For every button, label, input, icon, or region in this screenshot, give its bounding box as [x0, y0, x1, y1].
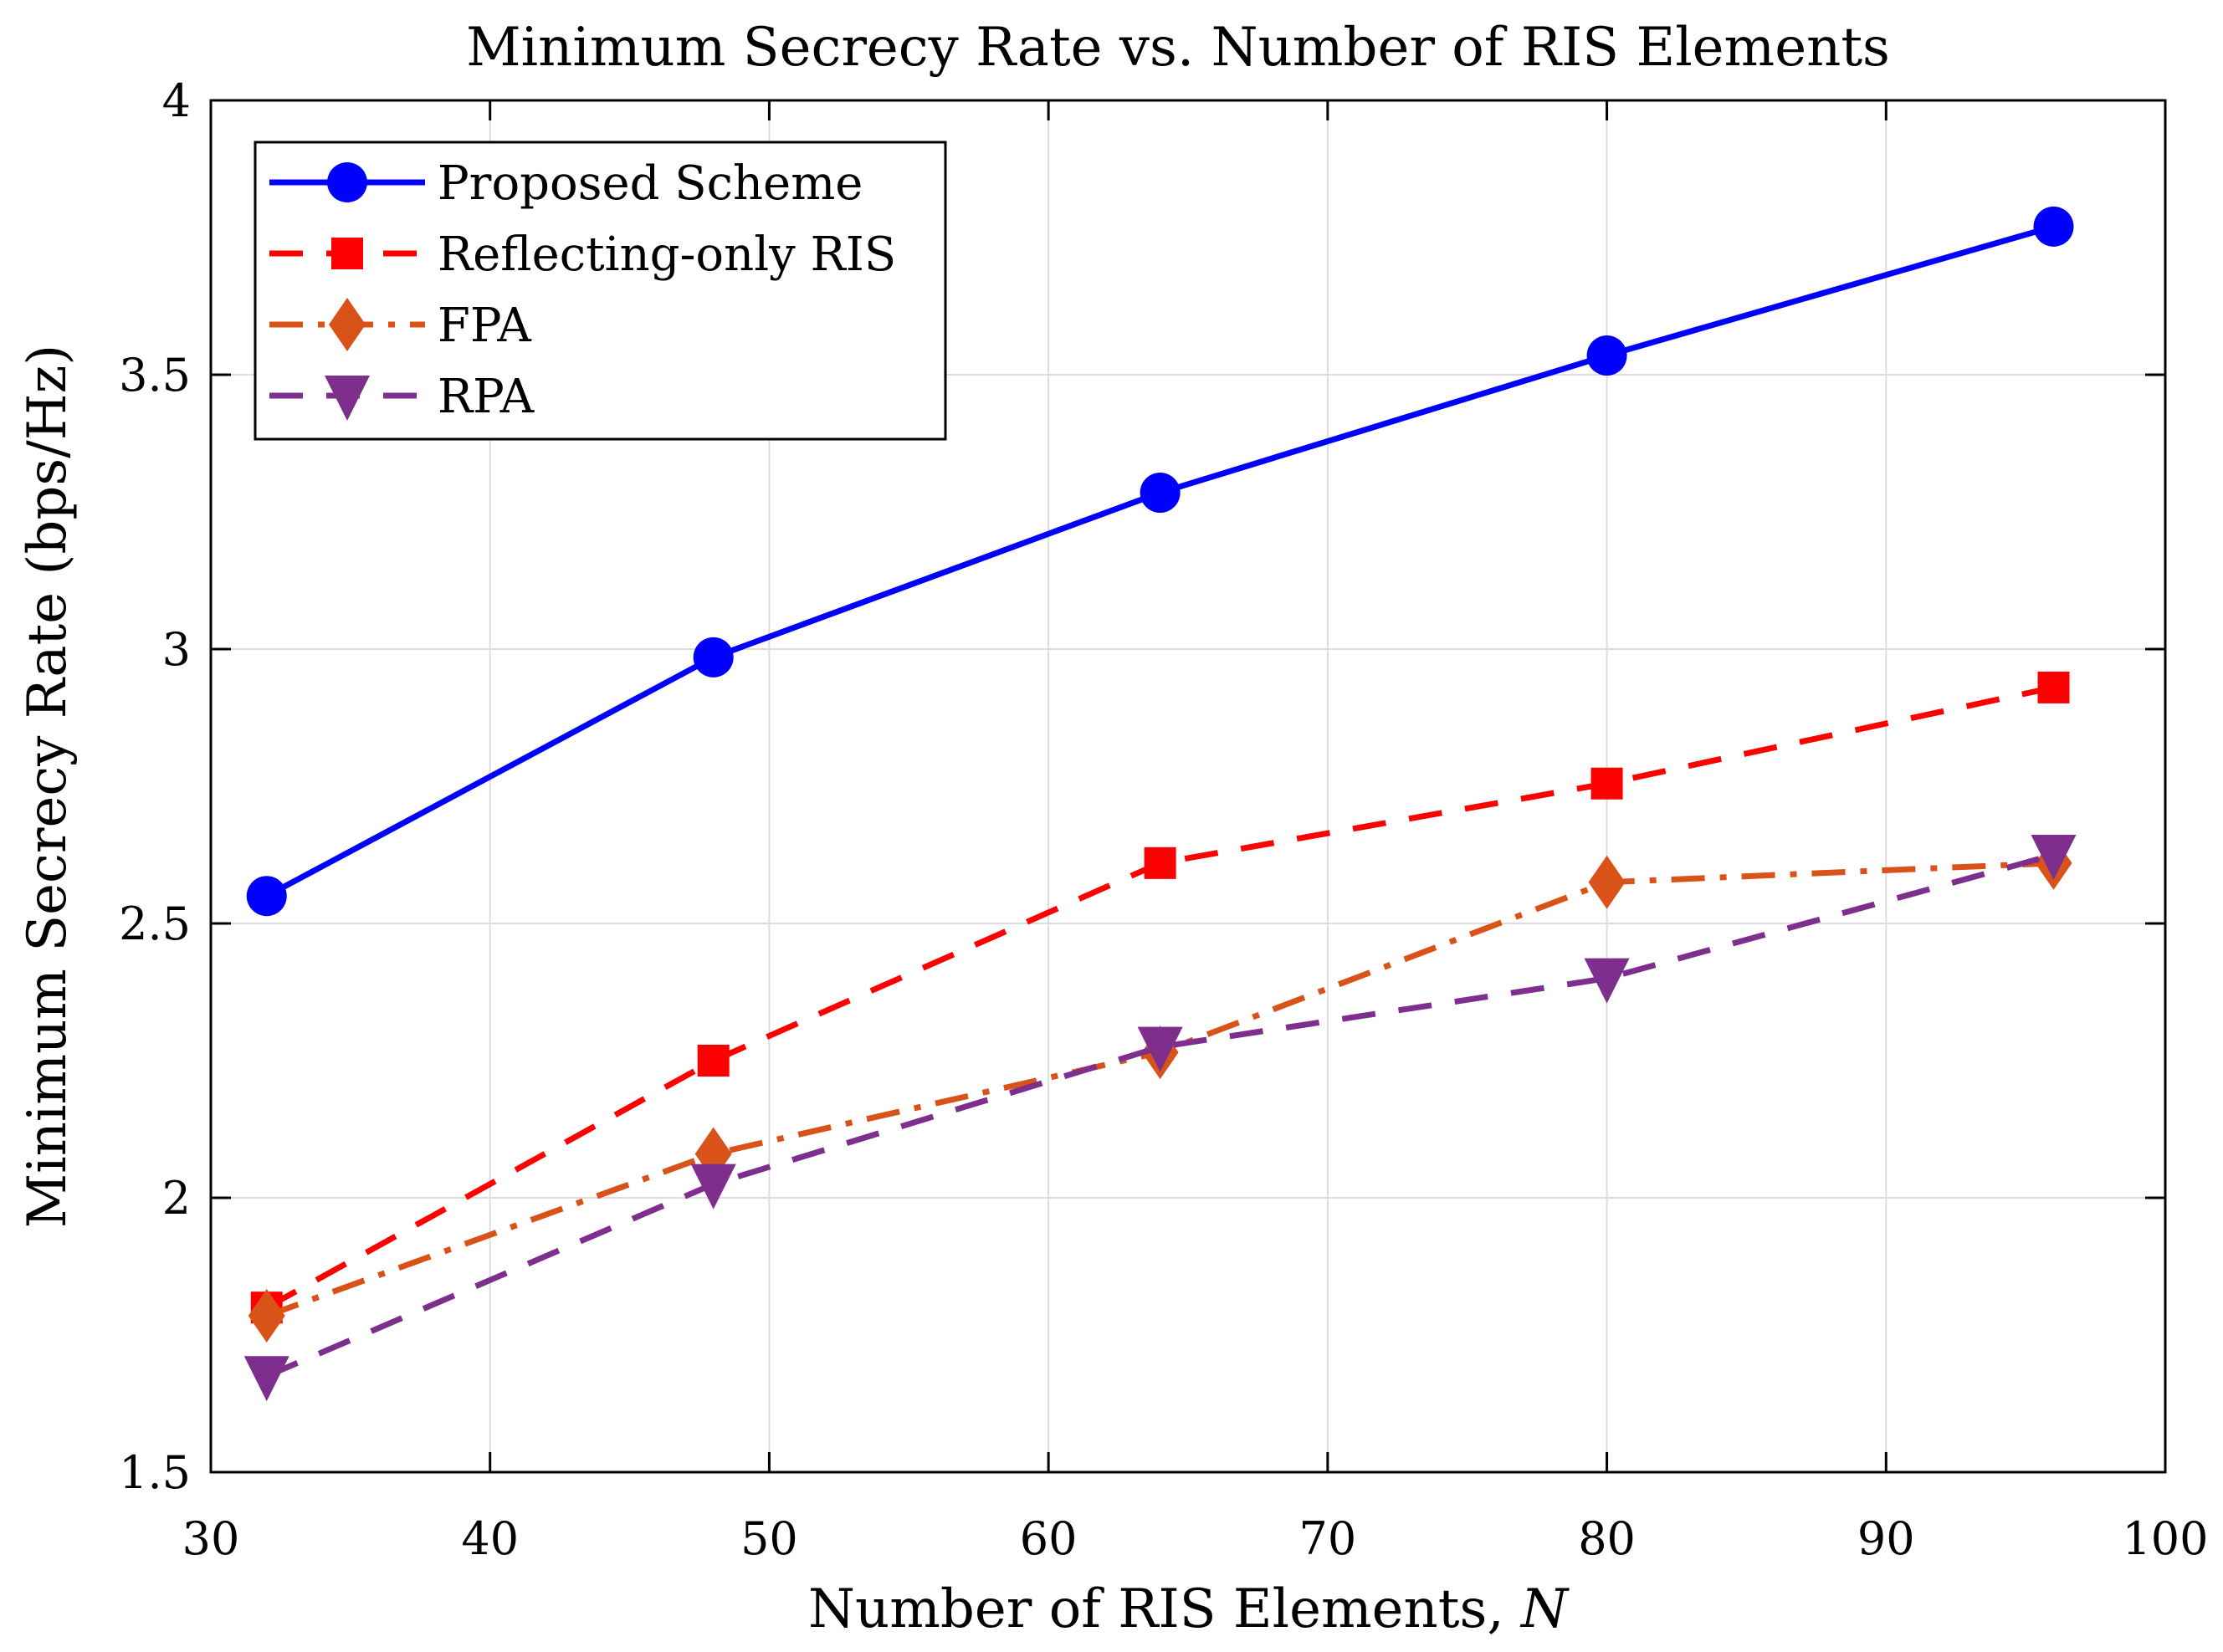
- x-tick-label: 60: [1020, 1512, 1078, 1565]
- legend-label-rpa: RPA: [438, 370, 535, 424]
- data-point-rpa: [690, 1164, 736, 1210]
- data-point-proposed-scheme: [693, 637, 734, 678]
- data-point-reflecting-only-ris: [1590, 767, 1623, 800]
- x-tick-label: 70: [1298, 1512, 1356, 1565]
- x-axis-label: Number of RIS Elements, N: [808, 1578, 1570, 1640]
- y-tick-label: 3.5: [119, 349, 191, 401]
- plot-frame: [209, 99, 2167, 1474]
- x-tick-label: 30: [182, 1512, 240, 1565]
- x-tick-label: 80: [1578, 1512, 1636, 1565]
- data-point-rpa: [1137, 1026, 1183, 1072]
- data-point-reflecting-only-ris: [697, 1045, 730, 1077]
- y-tick-label: 4: [162, 74, 191, 127]
- y-tick-label: 3: [162, 623, 191, 676]
- chart-title: Minimum Secrecy Rate vs. Number of RIS E…: [466, 17, 1890, 79]
- legend-box: [254, 141, 947, 441]
- data-point-rpa: [243, 1356, 289, 1402]
- y-tick-labels: 1.5 2 2.5 3 3.5 4: [119, 74, 191, 1499]
- x-axis-label-variable: N: [1519, 1578, 1570, 1640]
- data-point-reflecting-only-ris: [2037, 671, 2070, 703]
- x-tick-label: 100: [2122, 1512, 2208, 1565]
- x-tick-label: 90: [1857, 1512, 1915, 1565]
- y-axis-label: Minimum Secrecy Rate (bps/Hz): [17, 345, 79, 1229]
- legend-entry-fpa: FPA: [269, 298, 531, 353]
- x-axis-label-text: Number of RIS Elements,: [808, 1578, 1521, 1640]
- y-tick-label: 2: [162, 1172, 191, 1225]
- data-point-proposed-scheme: [2033, 206, 2074, 247]
- series-reflecting-only-ris: [250, 671, 2070, 1324]
- data-point-proposed-scheme: [246, 876, 287, 917]
- data-point-proposed-scheme: [1140, 473, 1181, 514]
- legend-marker-reflecting-only-ris: [331, 238, 363, 269]
- y-tick-label: 2.5: [119, 898, 191, 950]
- y-tick-label: 1.5: [119, 1446, 191, 1499]
- x-tick-labels: 30 40 50 60 70 80 90 100: [182, 1512, 2209, 1565]
- legend-marker-proposed-scheme: [327, 162, 367, 202]
- legend-marker-rpa: [325, 376, 370, 421]
- axis-ticks: [209, 99, 2167, 1474]
- legend-entry-rpa: RPA: [269, 370, 535, 424]
- data-point-proposed-scheme: [1586, 335, 1627, 376]
- data-point-rpa: [2031, 835, 2077, 880]
- series-proposed-scheme: [246, 206, 2074, 917]
- legend-label-fpa: FPA: [438, 299, 531, 353]
- series-rpa: [243, 835, 2077, 1402]
- data-point-reflecting-only-ris: [1144, 846, 1176, 879]
- legend: Proposed Scheme Reflecting-only RIS FPA RPA: [254, 141, 947, 441]
- legend-label-proposed-scheme: Proposed Scheme: [438, 156, 863, 211]
- legend-entry-proposed-scheme: Proposed Scheme: [269, 156, 863, 211]
- data-point-rpa: [1584, 958, 1630, 1004]
- x-tick-label: 50: [740, 1512, 798, 1565]
- series-line-rpa: [265, 852, 2055, 1379]
- legend-label-reflecting-only-ris: Reflecting-only RIS: [438, 228, 896, 282]
- data-point-fpa: [248, 1289, 285, 1343]
- legend-marker-fpa: [329, 298, 366, 351]
- data-point-fpa: [1588, 855, 1626, 909]
- series-layer: [243, 206, 2077, 1402]
- legend-entry-reflecting-only-ris: Reflecting-only RIS: [269, 228, 896, 282]
- x-tick-label: 40: [461, 1512, 519, 1565]
